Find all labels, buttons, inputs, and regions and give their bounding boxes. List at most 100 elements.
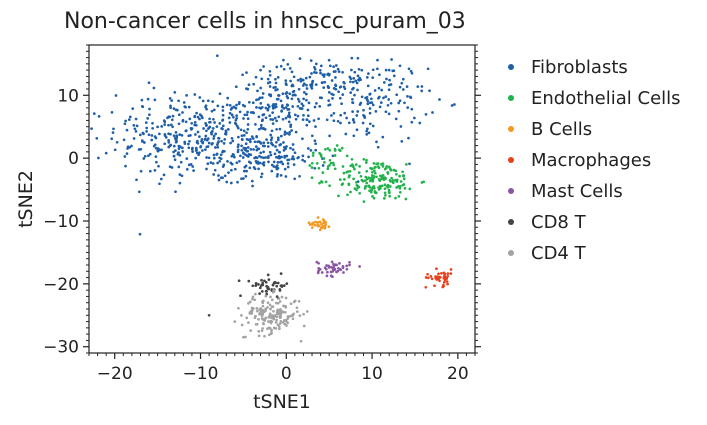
data-point xyxy=(262,318,265,322)
data-point xyxy=(275,148,279,152)
data-point xyxy=(255,307,259,310)
data-point xyxy=(326,86,330,89)
data-point xyxy=(296,78,300,82)
data-point xyxy=(385,77,388,81)
data-point xyxy=(339,121,342,125)
data-point xyxy=(318,220,322,224)
data-point xyxy=(178,181,182,185)
data-point xyxy=(317,117,320,121)
data-point xyxy=(370,188,374,192)
data-point xyxy=(193,93,197,96)
data-point xyxy=(368,189,371,193)
data-point xyxy=(212,153,216,157)
data-point xyxy=(320,180,323,183)
data-point xyxy=(378,174,382,178)
data-point xyxy=(111,131,115,134)
data-point xyxy=(341,70,344,74)
data-point xyxy=(323,226,327,229)
data-point xyxy=(169,123,173,127)
data-point xyxy=(282,146,286,149)
data-point xyxy=(403,101,406,105)
data-point xyxy=(260,77,264,81)
data-point xyxy=(303,160,307,163)
data-point xyxy=(284,106,288,109)
data-point xyxy=(395,186,398,189)
data-point xyxy=(339,268,343,272)
data-point xyxy=(377,86,381,90)
data-point xyxy=(367,176,371,180)
data-point xyxy=(212,173,216,176)
data-point xyxy=(390,58,393,61)
data-point xyxy=(133,127,137,131)
data-point xyxy=(367,131,371,135)
data-point xyxy=(366,99,370,103)
data-point xyxy=(230,113,234,117)
data-point xyxy=(283,133,287,136)
data-point xyxy=(244,335,247,339)
data-point xyxy=(285,132,289,135)
data-point xyxy=(270,331,273,334)
y-axis: 10 0 −10 −20 −30 xyxy=(43,44,481,358)
data-point xyxy=(178,173,182,176)
data-point xyxy=(167,145,171,149)
data-point xyxy=(258,307,261,311)
data-point xyxy=(288,92,292,96)
data-point xyxy=(227,116,231,120)
data-point xyxy=(267,160,270,164)
data-point xyxy=(283,130,287,134)
data-point xyxy=(260,96,264,99)
data-point xyxy=(148,107,151,111)
data-point xyxy=(336,269,340,273)
data-point xyxy=(442,271,446,275)
data-point xyxy=(170,118,174,122)
data-point xyxy=(381,162,385,165)
data-point xyxy=(142,132,145,136)
data-point xyxy=(252,148,255,151)
data-point xyxy=(297,155,300,159)
data-point xyxy=(374,110,378,113)
data-point xyxy=(132,124,136,127)
data-point xyxy=(190,147,194,151)
data-point xyxy=(397,109,401,113)
data-point xyxy=(409,69,413,73)
data-point xyxy=(315,260,319,264)
data-point xyxy=(156,147,160,150)
data-point xyxy=(260,329,264,333)
data-point xyxy=(357,171,361,174)
data-point xyxy=(405,163,408,166)
data-point xyxy=(279,99,283,103)
data-point xyxy=(221,124,225,128)
data-point xyxy=(338,96,342,100)
data-point xyxy=(320,271,324,274)
data-point xyxy=(257,115,261,119)
data-point xyxy=(191,150,194,153)
data-point xyxy=(281,92,285,96)
data-point xyxy=(187,142,190,146)
data-point xyxy=(371,103,375,107)
data-point xyxy=(184,129,188,133)
data-point xyxy=(378,105,382,109)
data-point xyxy=(279,134,283,138)
data-point xyxy=(221,109,225,112)
data-point xyxy=(274,145,277,148)
legend-item: Macrophages xyxy=(508,150,651,171)
data-point xyxy=(329,274,333,278)
data-point xyxy=(312,71,316,74)
data-point xyxy=(320,81,324,85)
data-point xyxy=(386,103,390,107)
data-point xyxy=(326,270,329,274)
data-point xyxy=(249,148,253,151)
data-point xyxy=(391,181,395,185)
data-point xyxy=(446,282,449,286)
data-point xyxy=(228,103,232,107)
data-point xyxy=(375,175,378,179)
data-point xyxy=(372,185,376,188)
data-point xyxy=(229,141,232,145)
data-point xyxy=(365,95,369,99)
data-point xyxy=(292,300,296,304)
data-point xyxy=(287,111,291,115)
data-point xyxy=(286,103,290,107)
data-point xyxy=(381,174,385,177)
data-point xyxy=(154,146,158,150)
data-point xyxy=(288,131,291,134)
